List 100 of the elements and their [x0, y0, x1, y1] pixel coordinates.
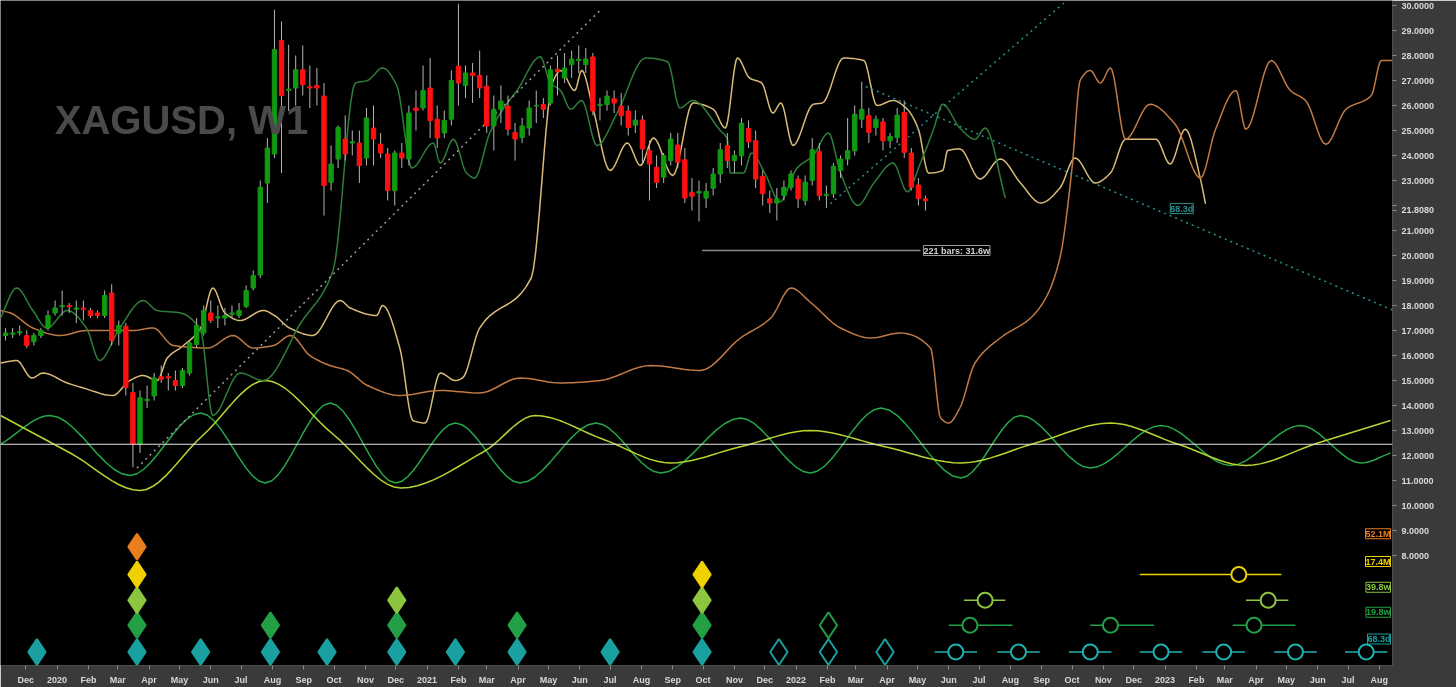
y-tick-label: 20.0000 [1401, 250, 1435, 261]
x-tick-label: Dec [1125, 674, 1142, 685]
candlestick [476, 50, 483, 99]
candlestick [172, 370, 179, 391]
candlestick [512, 122, 518, 161]
y-tick-label: 14.0000 [1401, 400, 1435, 411]
x-tick-label: Aug [263, 674, 282, 685]
x-tick-label: 2023 [1155, 674, 1176, 685]
x-tick-label: Sep [1033, 674, 1051, 685]
text: 17.4M [1365, 556, 1391, 567]
x-tick-label: Jul [1341, 674, 1355, 685]
candlestick [208, 300, 214, 324]
candlestick [300, 45, 306, 96]
candlestick [533, 90, 539, 124]
x-tick-label: Apr [879, 674, 896, 685]
point [27, 638, 47, 666]
candlestick [342, 115, 348, 161]
x-tick-label: Sep [664, 674, 682, 685]
x-tick-label: Oct [1064, 674, 1080, 685]
point [190, 638, 211, 666]
x-tick-label: Jun [571, 674, 588, 685]
text: 68.3d [1367, 634, 1391, 644]
candlestick [377, 132, 384, 159]
x-tick-label: May [1277, 674, 1296, 685]
candlestick [802, 175, 808, 206]
candlestick [441, 110, 447, 139]
x-tick-label: Nov [356, 674, 374, 685]
x-tick-label: Apr [141, 674, 158, 685]
candlestick [201, 305, 207, 336]
x-tick-label: Jul [234, 674, 248, 685]
x-tick-label: Apr [1248, 674, 1265, 685]
y-tick-label: 21.8080 [1401, 205, 1435, 216]
y-tick-label: 30.0000 [1401, 0, 1435, 11]
x-tick-label: Mar [109, 674, 127, 685]
x-tick-label: Nov [725, 674, 743, 685]
candlestick [632, 110, 639, 134]
point [1286, 643, 1304, 661]
x-tick-label: Jul [603, 674, 617, 685]
candlestick [413, 90, 419, 131]
candlestick [370, 105, 377, 166]
y-tick-label: 10.0000 [1401, 500, 1435, 511]
x-tick-label: Nov [1094, 674, 1112, 685]
x-tick-label: Oct [695, 674, 711, 685]
candlestick [568, 50, 575, 79]
candlestick [193, 317, 200, 349]
candlestick [179, 367, 186, 389]
x-tick-label: Oct [326, 674, 342, 685]
candlestick [455, 3, 462, 106]
candlestick [873, 115, 879, 136]
y-tick-label: 21.0000 [1401, 225, 1435, 236]
point [1357, 643, 1375, 661]
candlestick [731, 150, 738, 174]
candlestick [469, 62, 476, 104]
x-tick-label: Mar [847, 674, 865, 685]
x-tick-label: Apr [510, 674, 527, 685]
point [1152, 643, 1170, 661]
candlestick [795, 175, 801, 209]
x-tick-label: May [908, 674, 927, 685]
candlestick [660, 152, 667, 184]
candlestick [767, 190, 773, 214]
candlestick [724, 132, 731, 169]
candlestick [399, 142, 405, 169]
candlestick [356, 130, 363, 184]
x-tick-label: Jun [202, 674, 219, 685]
point [875, 638, 895, 666]
y-tick-label: 26.0000 [1401, 100, 1435, 111]
x-tick-label: May [539, 674, 558, 685]
candlestick [540, 97, 547, 119]
point [1230, 566, 1248, 583]
candlestick [328, 145, 334, 191]
point [692, 638, 712, 666]
point [1215, 643, 1233, 661]
point [947, 643, 965, 661]
y-tick-label: 29.0000 [1401, 25, 1435, 36]
candlestick [73, 300, 79, 324]
candlestick [668, 132, 674, 166]
y-tick-label: 8.0000 [1401, 550, 1430, 561]
x-tick-label: Sep [295, 674, 313, 685]
candlestick [745, 120, 752, 149]
x-tick-label: Aug [1001, 674, 1020, 685]
y-tick-label: 15.0000 [1401, 375, 1435, 386]
point [976, 591, 994, 609]
point [507, 638, 527, 666]
point [818, 638, 839, 666]
candlestick [760, 170, 766, 206]
point [1245, 616, 1263, 634]
candlestick [844, 117, 851, 166]
x-tick-label: Dec [387, 674, 405, 685]
y-tick-label: 16.0000 [1401, 350, 1435, 361]
candlestick [561, 52, 568, 84]
point [317, 638, 337, 666]
candlestick [116, 320, 122, 346]
x-tick-label: Feb [80, 674, 97, 685]
y-tick-label: 18.0000 [1401, 300, 1435, 311]
y-tick-label: 25.0000 [1401, 125, 1435, 136]
candlestick [293, 55, 299, 106]
candlestick [45, 310, 51, 331]
point [127, 638, 147, 666]
x-tick-label: Mar [478, 674, 496, 685]
candlestick [505, 95, 511, 136]
